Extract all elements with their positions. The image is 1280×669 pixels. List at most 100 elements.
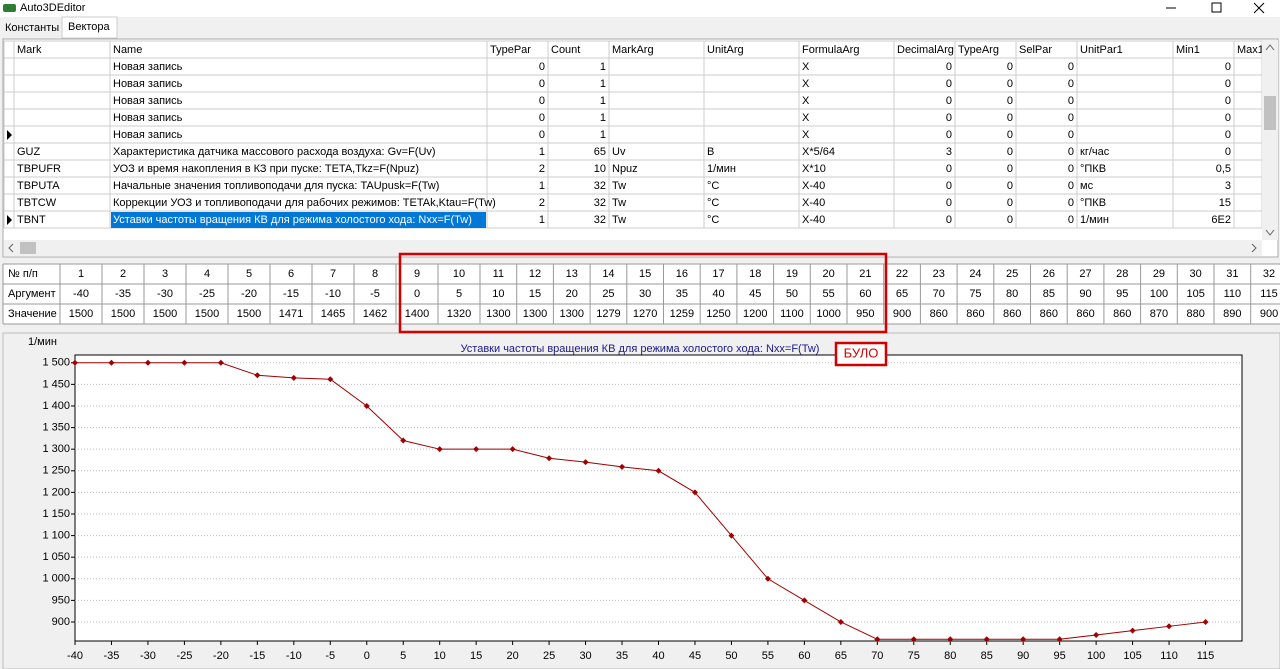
grid-cell[interactable]: 0 <box>1007 163 1013 175</box>
table-cell[interactable]: 80 <box>1006 288 1018 300</box>
grid-cell[interactable]: 0 <box>1068 214 1074 226</box>
table-cell[interactable]: 11 <box>493 268 504 280</box>
grid-cell[interactable]: УОЗ и время накопления в КЗ при пуске: T… <box>113 163 419 175</box>
table-cell[interactable]: 31 <box>1226 268 1238 280</box>
table-cell[interactable]: 860 <box>1003 308 1021 320</box>
column-header[interactable]: Min1 <box>1176 44 1200 56</box>
h-scroll-right[interactable] <box>1251 243 1257 253</box>
table-cell[interactable]: 950 <box>856 308 874 320</box>
table-cell[interactable]: 15 <box>639 268 651 280</box>
grid-cell[interactable]: 0 <box>1068 163 1074 175</box>
grid-cell[interactable]: 2 <box>539 163 545 175</box>
table-cell[interactable]: 14 <box>602 268 614 280</box>
table-cell[interactable]: 1500 <box>237 308 261 320</box>
grid-cell[interactable]: 0 <box>1007 61 1013 73</box>
table-cell[interactable]: 30 <box>639 288 651 300</box>
table-cell[interactable]: -40 <box>73 288 89 300</box>
table-cell[interactable]: 105 <box>1186 288 1204 300</box>
table-cell[interactable]: 25 <box>602 288 614 300</box>
grid-cell[interactable]: 0 <box>946 112 952 124</box>
table-cell[interactable]: 0 <box>414 288 420 300</box>
table-cell[interactable]: 2 <box>120 268 126 280</box>
table-cell[interactable]: 28 <box>1116 268 1128 280</box>
table-cell[interactable]: 1500 <box>69 308 93 320</box>
grid-cell[interactable]: Новая запись <box>113 95 183 107</box>
column-header[interactable]: DecimalArg <box>897 44 954 56</box>
grid-cell[interactable]: Npuz <box>612 163 638 175</box>
grid-cell[interactable]: 1 <box>539 214 545 226</box>
grid-cell[interactable]: 0 <box>1068 129 1074 141</box>
grid-cell[interactable]: 0 <box>1225 61 1231 73</box>
table-cell[interactable]: 95 <box>1116 288 1128 300</box>
grid-cell[interactable]: TBPUTA <box>17 180 60 192</box>
grid-cell[interactable]: 0 <box>1225 129 1231 141</box>
grid-cell[interactable]: 1 <box>600 61 606 73</box>
grid-cell[interactable]: 6E2 <box>1211 214 1231 226</box>
table-cell[interactable]: 15 <box>529 288 541 300</box>
table-cell[interactable]: 70 <box>933 288 945 300</box>
grid-cell[interactable]: X-40 <box>802 197 825 209</box>
grid-cell[interactable]: 0 <box>946 61 952 73</box>
grid-cell[interactable]: X <box>802 61 810 73</box>
column-header[interactable]: TypePar <box>490 44 531 56</box>
table-cell[interactable]: 16 <box>676 268 688 280</box>
table-cell[interactable]: 1300 <box>523 308 547 320</box>
grid-cell[interactable]: 0 <box>946 78 952 90</box>
table-cell[interactable]: 870 <box>1150 308 1168 320</box>
table-cell[interactable]: 22 <box>896 268 908 280</box>
table-cell[interactable]: 1400 <box>405 308 429 320</box>
table-cell[interactable]: 40 <box>712 288 724 300</box>
grid-cell[interactable]: 0 <box>1007 112 1013 124</box>
table-cell[interactable]: 10 <box>492 288 504 300</box>
grid-cell[interactable]: 1 <box>600 95 606 107</box>
column-header[interactable]: TypeArg <box>958 44 999 56</box>
grid-cell[interactable]: 0 <box>1068 112 1074 124</box>
grid-cell[interactable]: TBPUFR <box>17 163 61 175</box>
grid-cell[interactable]: 0 <box>946 180 952 192</box>
table-cell[interactable]: 860 <box>930 308 948 320</box>
grid-cell[interactable]: мс <box>1080 180 1094 192</box>
table-cell[interactable]: 8 <box>372 268 378 280</box>
grid-cell[interactable]: X <box>802 129 810 141</box>
grid-cell[interactable]: X*5/64 <box>802 146 835 158</box>
table-cell[interactable]: 23 <box>933 268 945 280</box>
table-cell[interactable]: 21 <box>859 268 871 280</box>
table-cell[interactable]: 6 <box>288 268 294 280</box>
column-header[interactable]: Name <box>113 44 142 56</box>
tab-active[interactable] <box>61 16 118 39</box>
grid-cell[interactable]: 0 <box>539 78 545 90</box>
grid-cell[interactable]: 0 <box>1225 95 1231 107</box>
grid-cell[interactable]: X-40 <box>802 214 825 226</box>
v-scrollbar[interactable] <box>1262 40 1278 240</box>
grid-cell[interactable]: 0 <box>1068 197 1074 209</box>
grid-cell[interactable]: кг/час <box>1080 146 1110 158</box>
column-header[interactable]: UnitPar1 <box>1080 44 1123 56</box>
table-cell[interactable]: 17 <box>712 268 724 280</box>
table-cell[interactable]: 30 <box>1190 268 1202 280</box>
table-cell[interactable]: 1279 <box>596 308 620 320</box>
grid-cell[interactable]: Характеристика датчика массового расхода… <box>113 146 436 158</box>
table-cell[interactable]: 4 <box>204 268 210 280</box>
table-cell[interactable]: -25 <box>199 288 215 300</box>
table-cell[interactable]: 900 <box>1260 308 1278 320</box>
table-cell[interactable]: 115 <box>1260 288 1278 300</box>
grid-cell[interactable]: Начальные значения топливоподачи для пус… <box>113 180 439 192</box>
grid-cell[interactable]: 0 <box>1068 95 1074 107</box>
grid-cell[interactable]: 0 <box>539 112 545 124</box>
grid-cell[interactable]: 1/мин <box>707 163 736 175</box>
grid-cell[interactable]: 1 <box>600 112 606 124</box>
grid-cell[interactable]: Новая запись <box>113 78 183 90</box>
table-cell[interactable]: 890 <box>1223 308 1241 320</box>
grid-cell[interactable]: Уставки частоты вращения КВ для режима х… <box>113 214 472 226</box>
table-cell[interactable]: 45 <box>749 288 761 300</box>
grid-cell[interactable]: 0 <box>1225 78 1231 90</box>
grid-cell[interactable]: 3 <box>1225 180 1231 192</box>
table-cell[interactable]: 20 <box>823 268 835 280</box>
table-cell[interactable]: 1500 <box>195 308 219 320</box>
table-cell[interactable]: 1200 <box>743 308 767 320</box>
table-cell[interactable]: -10 <box>325 288 341 300</box>
table-cell[interactable]: 880 <box>1186 308 1204 320</box>
grid-cell[interactable]: X-40 <box>802 180 825 192</box>
table-cell[interactable]: 900 <box>893 308 911 320</box>
table-cell[interactable]: 1250 <box>706 308 730 320</box>
